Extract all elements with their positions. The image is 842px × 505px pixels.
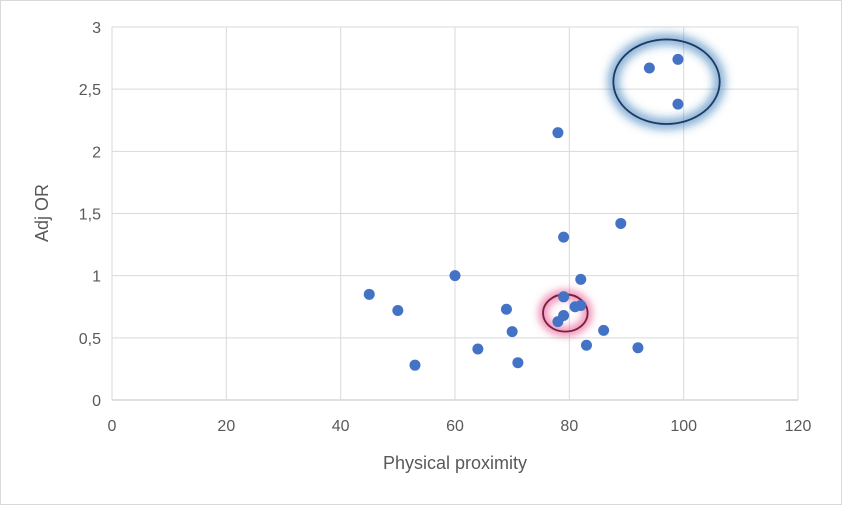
x-tick-label: 20 — [217, 418, 235, 435]
x-tick-label: 120 — [785, 418, 812, 435]
data-point — [558, 309, 570, 321]
data-point — [558, 291, 570, 303]
x-tick-label: 80 — [560, 418, 578, 435]
data-point — [643, 62, 655, 74]
y-tick-label: 1 — [92, 269, 101, 286]
highlight-ellipse — [612, 38, 721, 125]
data-points — [363, 53, 684, 371]
data-point — [558, 231, 570, 243]
data-point — [409, 359, 421, 371]
y-axis-title: Adj OR — [32, 184, 52, 242]
data-point — [363, 288, 375, 300]
x-tick-label: 60 — [446, 418, 464, 435]
y-tick-label: 2 — [92, 144, 101, 161]
data-point — [472, 343, 484, 355]
x-axis-title: Physical proximity — [383, 453, 527, 473]
x-tick-label: 40 — [332, 418, 350, 435]
y-tick-label: 3 — [92, 20, 101, 37]
data-point — [672, 98, 684, 110]
data-point — [598, 324, 610, 336]
x-tick-label: 100 — [670, 418, 697, 435]
data-point — [615, 217, 627, 229]
y-tick-label: 1,5 — [79, 207, 101, 224]
upper-cluster-highlight — [608, 34, 725, 129]
data-point — [506, 326, 518, 338]
data-point — [392, 304, 404, 316]
data-point — [575, 300, 587, 312]
data-point — [632, 342, 644, 354]
data-point — [512, 357, 524, 369]
data-point — [580, 339, 592, 351]
data-point — [552, 127, 564, 139]
y-tick-label: 0,5 — [79, 331, 101, 348]
data-point — [500, 303, 512, 315]
y-tick-label: 2,5 — [79, 82, 101, 99]
data-point — [449, 270, 461, 282]
y-tick-label: 0 — [92, 393, 101, 410]
data-point — [575, 273, 587, 285]
tick-labels: 0 0,5 1 1,5 2 2,5 3 0 20 40 60 80 100 120 — [79, 20, 812, 435]
x-tick-label: 0 — [108, 418, 117, 435]
data-point — [672, 53, 684, 65]
gridlines — [111, 26, 799, 401]
